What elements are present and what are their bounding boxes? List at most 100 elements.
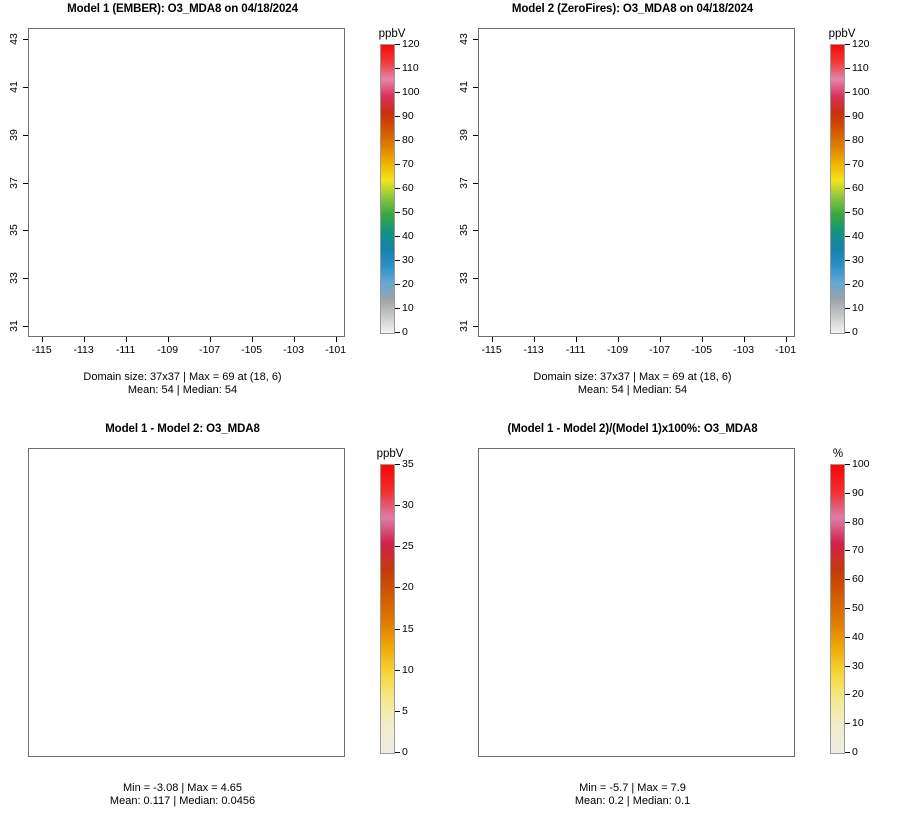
colorbar-tick-label: 25 — [402, 540, 414, 553]
y-axis-tick-label: 35 — [458, 224, 470, 237]
y-axis-tick-label: 43 — [8, 32, 20, 45]
colorbar-tick-label: 70 — [402, 158, 414, 170]
x-axis-tick-label: -109 — [607, 344, 629, 356]
colorbar-tickmark — [845, 308, 850, 309]
colorbar-tickmark — [395, 546, 400, 548]
colorbar-tick-label: 110 — [852, 62, 869, 74]
panel-model1-colorbar-gradient — [380, 44, 395, 334]
y-axis-tick-label: 39 — [8, 128, 20, 141]
colorbar-tickmark — [395, 188, 400, 189]
x-axis-tickmark — [209, 337, 211, 342]
colorbar-tickmark — [845, 636, 850, 638]
colorbar-tick-label: 100 — [852, 86, 870, 98]
y-axis-tickmark — [23, 38, 28, 40]
colorbar-tickmark — [845, 44, 850, 45]
colorbar-tick-label: 0 — [852, 746, 858, 758]
colorbar-tickmark — [395, 68, 400, 69]
y-axis-tick-label: 37 — [458, 176, 470, 189]
panel-difference-colorbar-gradient — [380, 464, 395, 754]
y-axis-tickmark — [23, 182, 28, 184]
colorbar-tick-label: 0 — [852, 326, 858, 338]
x-axis-tick-label: -113 — [73, 344, 94, 356]
panel-model2-caption-line2: Mean: 54 | Median: 54 — [577, 384, 688, 396]
colorbar-tickmark — [845, 164, 850, 165]
colorbar-tick-label: 90 — [402, 110, 414, 122]
x-axis-tickmark — [533, 337, 535, 342]
y-axis-tickmark — [473, 38, 478, 40]
colorbar-tickmark — [845, 608, 850, 609]
colorbar-tickmark — [395, 284, 400, 285]
x-axis-tickmark — [293, 337, 295, 342]
colorbar-tickmark — [395, 587, 400, 589]
x-axis-tick-label: -107 — [649, 344, 671, 356]
colorbar-tickmark — [395, 669, 400, 671]
colorbar-tick-label: 20 — [852, 688, 864, 701]
x-axis-tickmark — [659, 337, 661, 342]
colorbar-tick-label: 0 — [402, 326, 408, 338]
colorbar-tick-label: 70 — [852, 158, 864, 170]
x-axis-tickmark — [125, 337, 127, 342]
panel-percent-difference-title: (Model 1 - Model 2)/(Model 1)x100%: O3_M… — [507, 423, 758, 435]
colorbar-tick-label: 120 — [852, 38, 870, 50]
panel-difference-title: Model 1 - Model 2: O3_MDA8 — [105, 423, 260, 435]
colorbar-tick-label: 50 — [852, 206, 864, 218]
colorbar-tickmark — [845, 579, 850, 581]
colorbar-tickmark — [395, 260, 400, 261]
colorbar-tickmark — [395, 116, 400, 117]
y-axis-tickmark — [23, 134, 28, 136]
y-axis-tickmark — [473, 230, 478, 232]
panel-percent-difference-colorbar-gradient — [830, 464, 845, 754]
colorbar-tickmark — [395, 628, 400, 630]
x-axis-tickmark — [83, 337, 85, 342]
colorbar-tick-label: 30 — [852, 659, 864, 672]
colorbar-tickmark — [395, 752, 400, 753]
panel-percent-difference: (Model 1 - Model 2)/(Model 1)x100%: O3_M… — [450, 420, 900, 840]
x-axis-tick-label: -105 — [691, 344, 713, 356]
colorbar-tick-label: 90 — [852, 110, 864, 122]
x-axis-tick-label: -113 — [523, 344, 544, 356]
panel-model2: Model 2 (ZeroFires): O3_MDA8 on 04/18/20… — [450, 0, 900, 420]
y-axis-tickmark — [473, 326, 478, 328]
colorbar-tickmark — [395, 164, 400, 165]
y-axis-tickmark — [473, 86, 478, 88]
colorbar-tick-label: 0 — [402, 746, 408, 758]
panel-model1: Model 1 (EMBER): O3_MDA8 on 04/18/2024 -… — [0, 0, 450, 420]
x-axis-tick-label: -107 — [199, 344, 221, 356]
colorbar-tick-label: 80 — [852, 515, 864, 528]
colorbar-tick-label: 30 — [852, 254, 864, 266]
colorbar-tick-label: 60 — [402, 182, 414, 194]
panel-difference-caption-line1: Min = -3.08 | Max = 4.65 — [122, 782, 243, 794]
y-axis-tickmark — [23, 326, 28, 328]
panel-model1-caption-line1: Domain size: 37x37 | Max = 69 at (18, 6) — [83, 371, 282, 383]
colorbar-tick-label: 110 — [402, 62, 419, 74]
colorbar-tickmark — [845, 550, 850, 552]
colorbar-tickmark — [845, 212, 850, 213]
y-axis-tick-label: 31 — [458, 320, 470, 333]
x-axis-tickmark — [251, 337, 253, 342]
colorbar-tickmark — [395, 44, 400, 45]
colorbar-tickmark — [845, 723, 850, 725]
colorbar-tickmark — [845, 332, 850, 333]
colorbar-tickmark — [845, 492, 850, 494]
y-axis-tick-label: 37 — [8, 176, 20, 189]
colorbar-tickmark — [395, 710, 400, 712]
y-axis-tickmark — [473, 182, 478, 184]
colorbar-tickmark — [845, 140, 850, 141]
panel-model2-title: Model 2 (ZeroFires): O3_MDA8 on 04/18/20… — [511, 3, 754, 15]
colorbar-tickmark — [395, 140, 400, 141]
panel-difference-plotbox — [28, 448, 345, 757]
colorbar-tick-label: 80 — [402, 134, 414, 146]
colorbar-tick-label: 5 — [402, 704, 408, 717]
colorbar-tickmark — [845, 68, 850, 69]
colorbar-tick-label: 100 — [852, 458, 870, 470]
y-axis-tick-label: 31 — [8, 320, 20, 333]
colorbar-tick-label: 100 — [402, 86, 420, 98]
colorbar-tick-label: 20 — [852, 278, 864, 290]
colorbar-tick-label: 10 — [402, 663, 414, 676]
y-axis-tick-label: 33 — [8, 272, 20, 285]
y-axis-tick-label: 35 — [8, 224, 20, 237]
y-axis-tickmark — [23, 86, 28, 88]
panel-difference-caption-line2: Mean: 0.117 | Median: 0.0456 — [109, 795, 256, 807]
y-axis-tick-label: 41 — [458, 80, 470, 93]
